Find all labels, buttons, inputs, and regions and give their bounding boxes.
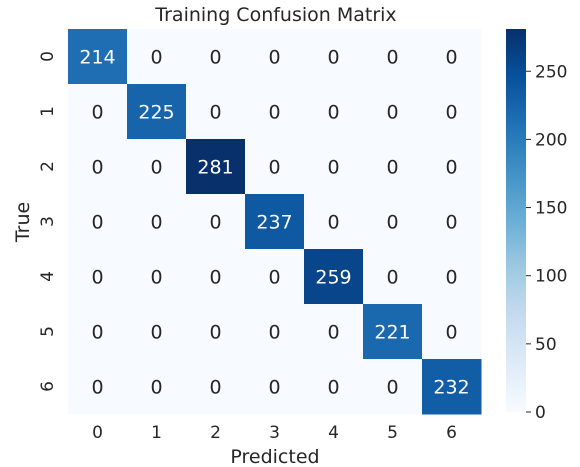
cell-value-label: 0 xyxy=(91,102,103,124)
cell-value-label: 0 xyxy=(445,212,457,234)
cell-value-label: 0 xyxy=(268,377,280,399)
colorbar-tick-label: 0 xyxy=(535,403,546,423)
cell-value-label: 0 xyxy=(150,377,162,399)
cell-value-label: 225 xyxy=(138,102,174,124)
cell-value-label: 0 xyxy=(445,157,457,179)
cell-value-label: 0 xyxy=(150,322,162,344)
cell-value-label: 0 xyxy=(209,377,221,399)
cell-value-label: 0 xyxy=(445,47,457,69)
cell-value-label: 0 xyxy=(209,212,221,234)
cell-value-label: 0 xyxy=(268,322,280,344)
y-tick-label: 2 xyxy=(38,161,58,172)
cell-value-label: 0 xyxy=(386,377,398,399)
cell-value-label: 0 xyxy=(150,212,162,234)
cell-value-label: 0 xyxy=(268,102,280,124)
cell-value-label: 259 xyxy=(315,267,351,289)
colorbar-ticks: 0 50 100 150 200 250 xyxy=(526,62,567,423)
chart-title: Training Confusion Matrix xyxy=(154,4,396,26)
cell-value-label: 0 xyxy=(386,267,398,289)
cell-value-label: 0 xyxy=(209,322,221,344)
x-tick-label: 6 xyxy=(446,423,457,443)
x-tick-label: 0 xyxy=(92,423,103,443)
x-tick-label: 2 xyxy=(210,423,221,443)
cell-value-label: 0 xyxy=(327,47,339,69)
cell-value-label: 0 xyxy=(91,322,103,344)
cell-value-label: 0 xyxy=(209,47,221,69)
cell-value-label: 0 xyxy=(445,102,457,124)
cell-value-label: 0 xyxy=(327,212,339,234)
cell-value-label: 237 xyxy=(256,212,292,234)
colorbar-tick-label: 250 xyxy=(535,62,567,82)
cell-value-label: 0 xyxy=(445,267,457,289)
cell-value-label: 0 xyxy=(150,157,162,179)
cell-value-label: 0 xyxy=(386,47,398,69)
y-tick-label: 0 xyxy=(38,51,58,62)
x-tick-label: 3 xyxy=(269,423,280,443)
x-axis-tick-labels: 0 1 2 3 4 5 6 xyxy=(92,423,457,443)
colorbar-tick-label: 200 xyxy=(535,130,567,150)
y-tick-label: 6 xyxy=(38,381,58,392)
cell-value-label: 0 xyxy=(91,377,103,399)
colorbar xyxy=(506,29,526,412)
cell-value-label: 0 xyxy=(268,47,280,69)
cell-value-label: 0 xyxy=(209,102,221,124)
y-axis-label: True xyxy=(12,202,34,243)
cell-value-label: 0 xyxy=(268,267,280,289)
cell-value-label: 214 xyxy=(79,47,115,69)
cell-value-label: 281 xyxy=(197,157,233,179)
cell-value-label: 0 xyxy=(150,47,162,69)
cell-value-label: 0 xyxy=(91,157,103,179)
cell-value-label: 0 xyxy=(91,267,103,289)
cell-value-label: 0 xyxy=(386,212,398,234)
cell-value-label: 0 xyxy=(386,157,398,179)
cell-value-label: 0 xyxy=(327,157,339,179)
x-tick-label: 1 xyxy=(151,423,162,443)
x-tick-label: 5 xyxy=(387,423,398,443)
cell-value-label: 0 xyxy=(327,377,339,399)
colorbar-tick-label: 150 xyxy=(535,199,567,219)
y-tick-label: 3 xyxy=(38,216,58,227)
cell-value-label: 0 xyxy=(268,157,280,179)
x-tick-label: 4 xyxy=(328,423,339,443)
x-axis-label: Predicted xyxy=(230,446,319,467)
cell-value-label: 0 xyxy=(209,267,221,289)
colorbar-tick-label: 50 xyxy=(535,335,557,355)
y-axis-tick-labels: 0 1 2 3 4 5 6 xyxy=(38,51,58,392)
cell-value-label: 232 xyxy=(433,377,469,399)
cell-value-label: 0 xyxy=(445,322,457,344)
y-tick-label: 4 xyxy=(38,271,58,282)
cell-value-label: 0 xyxy=(386,102,398,124)
y-tick-label: 5 xyxy=(38,326,58,337)
cell-value-label: 0 xyxy=(327,102,339,124)
cell-value-label: 0 xyxy=(150,267,162,289)
y-tick-label: 1 xyxy=(38,106,58,117)
cell-value-label: 0 xyxy=(91,212,103,234)
cell-value-label: 0 xyxy=(327,322,339,344)
cell-value-label: 221 xyxy=(374,322,410,344)
colorbar-tick-label: 100 xyxy=(535,267,567,287)
